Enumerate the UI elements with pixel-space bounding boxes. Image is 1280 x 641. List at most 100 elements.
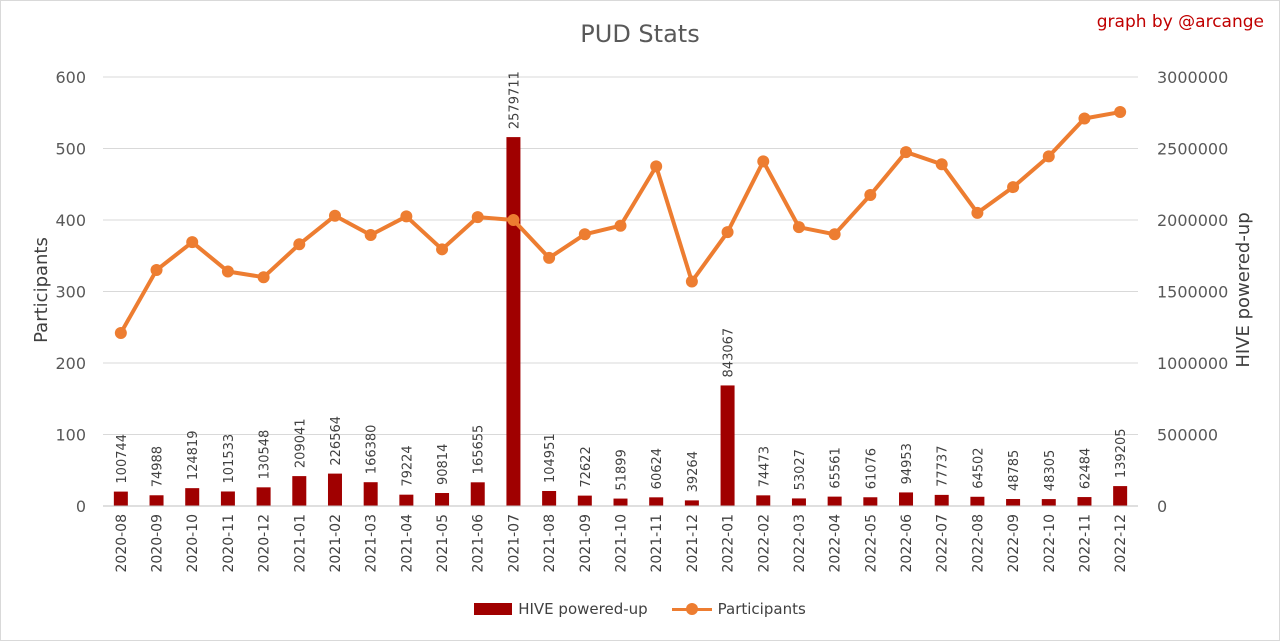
bar-data-label: 94953 [900,443,915,484]
bar [613,498,628,506]
bar-series [113,137,1128,507]
bar [220,491,235,506]
legend-bar-swatch [474,603,513,615]
y-tick-right: 500000 [1157,426,1218,445]
x-tick-label: 2020-08 [114,514,130,573]
participants-point [186,236,199,249]
x-tick-label: 2022-01 [721,514,737,573]
participants-point [1042,150,1055,163]
participants-point [114,326,127,339]
bar [292,476,307,506]
bar [1113,486,1128,506]
participants-point [1114,106,1127,119]
legend-line-swatch [671,602,712,616]
bar [649,497,664,506]
x-tick-label: 2020-12 [257,514,273,573]
bar [185,488,200,506]
x-tick-label: 2022-08 [970,514,986,573]
participants-point [864,188,877,201]
bar [149,495,164,506]
x-tick-label: 2021-08 [542,514,558,573]
bar [1006,499,1021,506]
bar-data-label: 77737 [936,446,951,487]
bar [791,498,806,506]
bar-data-label: 51899 [615,449,630,490]
bar [720,385,735,506]
participants-point [507,214,520,226]
x-tick-label: 2022-03 [792,514,808,573]
bar [542,490,557,506]
x-tick-label: 2020-10 [185,514,201,573]
participants-point [400,210,413,223]
bar-data-label: 226564 [329,416,344,466]
bar-data-label: 2579711 [507,71,522,129]
x-tick-label: 2021-05 [435,514,451,573]
bar [1041,499,1056,506]
bar-data-label: 72622 [579,446,594,487]
participants-point [471,211,484,224]
line-series [114,106,1127,339]
x-tick-label: 2022-02 [756,514,772,573]
bar-data-label: 79224 [400,445,415,486]
bar [756,495,771,506]
y-tick-left: 500 [55,140,86,159]
x-tick-label: 2021-03 [364,514,380,573]
bar [327,473,342,506]
y-tick-left: 0 [76,497,86,516]
bar-data-label: 60624 [650,448,665,489]
bar-data-label: 130548 [258,430,273,480]
bar-data-label: 100744 [115,434,130,484]
y-tick-right: 2500000 [1157,140,1228,159]
bar-data-label: 65561 [829,447,844,488]
participants-point [543,251,556,264]
bar-data-label: 104951 [543,433,558,483]
y-tick-right: 2000000 [1157,211,1228,230]
bar-data-label: 843067 [722,328,737,378]
legend-line-label: Participants [717,600,806,618]
bar [899,492,914,506]
axes: 0 0 100 500000 200 1000000 300 1500000 400 200000… [55,68,1228,573]
gridlines [103,76,1138,435]
participants-point [721,226,734,239]
legend-item-line: Participants [671,600,806,618]
x-tick-label: 2021-04 [399,514,415,573]
bar-data-label: 90814 [436,444,451,485]
legend-item-bar: HIVE powered-up [474,600,648,618]
y-tick-left: 300 [55,283,86,302]
legend-bar-label: HIVE powered-up [518,600,648,618]
x-tick-label: 2021-06 [471,514,487,573]
y-tick-left: 200 [55,354,86,373]
bar [934,494,949,506]
bar [863,497,878,506]
bar [363,482,378,506]
participants-point [685,275,698,288]
x-tick-label: 2022-06 [899,514,915,573]
bar-data-label: 74988 [151,446,166,487]
participants-point [971,206,984,219]
bar-data-label: 74473 [757,446,772,487]
participants-point [436,243,449,256]
x-tick-label: 2022-09 [1006,514,1022,573]
participants-point [293,238,306,251]
bar [399,494,414,506]
x-tick-label: 2022-05 [863,514,879,573]
participants-point [935,158,948,171]
bar-data-label: 124819 [186,431,201,481]
x-tick-label: 2022-10 [1042,514,1058,573]
x-tick-label: 2021-01 [292,514,308,573]
bar-data-label: 62484 [1078,448,1093,489]
x-tick-label: 2020-11 [221,514,237,573]
y-tick-left: 600 [55,68,86,87]
participants-point [650,160,663,173]
legend: HIVE powered-up Participants [0,600,1280,618]
participants-point [328,209,341,222]
bar [506,137,521,507]
bar-data-label: 166380 [365,425,380,475]
participants-point [1007,181,1020,194]
bar [256,487,271,506]
bar [1077,497,1092,506]
x-tick-label: 2021-02 [328,514,344,573]
bar-data-label: 39264 [686,451,701,492]
chart-title: PUD Stats [580,20,700,48]
